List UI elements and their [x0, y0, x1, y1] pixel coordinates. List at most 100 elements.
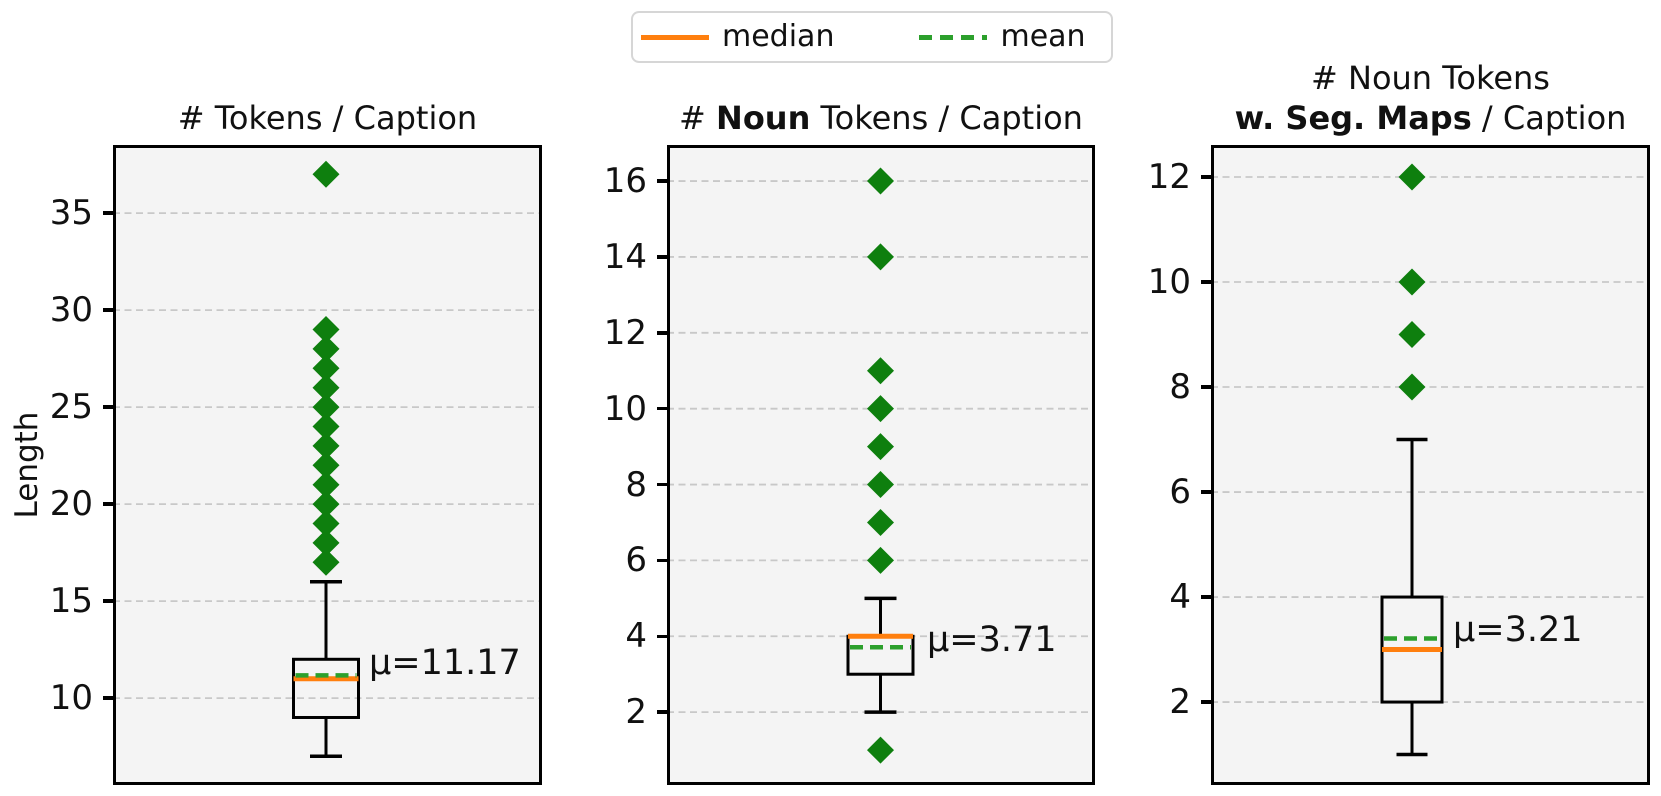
outlier-diamond — [312, 432, 340, 460]
panel-title-line: # Noun Tokens / Caption — [667, 98, 1095, 138]
y-tick-mark — [657, 482, 667, 487]
outlier-diamond — [867, 357, 894, 385]
y-tick-mark — [103, 696, 113, 700]
y-tick-mark — [657, 406, 667, 411]
y-tick-mark — [103, 308, 113, 312]
y-tick-label: 10 — [603, 388, 647, 429]
legend-label-median: median — [722, 19, 835, 54]
outlier-diamond — [312, 160, 340, 188]
box — [846, 634, 915, 676]
y-tick-mark — [657, 710, 667, 714]
outlier-diamond — [312, 509, 340, 537]
outlier-diamond — [867, 471, 894, 499]
panel-title-line: # Tokens / Caption — [113, 98, 542, 138]
y-tick-label: 10 — [49, 678, 93, 719]
median-line-icon — [641, 34, 709, 40]
outlier-diamond — [312, 529, 340, 557]
outlier-diamond — [312, 374, 340, 402]
y-tick-mark — [657, 255, 667, 259]
y-tick-mark — [1201, 385, 1211, 389]
mean-annotation-2: μ=3.71 — [927, 620, 1057, 661]
y-tick-label: 25 — [49, 387, 93, 428]
legend-item-mean: mean — [919, 19, 1086, 54]
plot-area-2 — [667, 145, 1095, 785]
axes-spines — [113, 145, 542, 785]
plot-area-1 — [113, 145, 542, 785]
y-tick-label: 20 — [49, 484, 93, 525]
panel-title-2: # Noun Tokens / Caption — [667, 98, 1095, 138]
box — [292, 657, 360, 719]
y-tick-mark — [1201, 700, 1211, 704]
title-segment: / Caption — [1471, 99, 1627, 137]
axes-spines — [1211, 145, 1650, 785]
legend-label-mean: mean — [1000, 19, 1086, 54]
title-segment: # Noun Tokens — [1311, 59, 1550, 97]
outlier-diamond — [867, 243, 894, 271]
mean-line-icon — [919, 34, 988, 40]
y-tick-label: 30 — [49, 290, 93, 331]
title-segment-bold: Noun — [716, 99, 811, 137]
y-tick-label: 4 — [1169, 577, 1191, 618]
outlier-diamond — [867, 508, 894, 536]
y-tick-mark — [103, 502, 113, 506]
outlier-diamond — [867, 546, 894, 574]
y-tick-label: 16 — [603, 161, 647, 202]
mean-annotation-3: μ=3.21 — [1453, 610, 1583, 651]
y-tick-label: 12 — [603, 312, 647, 353]
y-tick-mark — [1201, 595, 1211, 599]
legend-item-median: median — [641, 20, 834, 54]
mean-annotation-1: μ=11.17 — [369, 643, 521, 684]
y-tick-label: 2 — [1169, 682, 1191, 723]
y-tick-mark — [103, 405, 113, 409]
y-tick-mark — [1201, 490, 1211, 494]
y-tick-label: 8 — [625, 464, 647, 505]
y-tick-label: 14 — [603, 236, 647, 277]
panel-title-1: # Tokens / Caption — [113, 98, 542, 138]
outlier-diamond — [1398, 321, 1426, 349]
y-tick-label: 4 — [625, 616, 647, 657]
y-tick-label: 6 — [625, 540, 647, 581]
y-tick-label: 6 — [1169, 472, 1191, 513]
outlier-diamond — [312, 335, 340, 363]
y-tick-label: 12 — [1147, 157, 1191, 198]
y-tick-mark — [657, 179, 667, 183]
outlier-diamond — [312, 490, 340, 518]
y-tick-mark — [1201, 175, 1211, 179]
outlier-diamond — [312, 393, 340, 421]
title-segment: # — [679, 99, 717, 137]
outlier-diamond — [312, 315, 340, 343]
axes-spines — [667, 145, 1095, 785]
outlier-diamond — [1398, 268, 1426, 296]
title-segment-bold: w. Seg. Maps — [1234, 99, 1472, 137]
outlier-diamond — [312, 548, 340, 576]
y-tick-mark — [657, 331, 667, 335]
outlier-diamond — [867, 433, 894, 461]
outlier-diamond — [1398, 163, 1426, 191]
outlier-diamond — [1398, 373, 1426, 401]
plot-area-3 — [1211, 145, 1650, 785]
y-tick-mark — [657, 558, 667, 563]
outlier-diamond — [867, 167, 894, 195]
outlier-diamond — [312, 412, 340, 440]
panel-title-line: # Noun Tokens — [1211, 58, 1650, 98]
y-tick-mark — [657, 634, 667, 639]
panel-title-line: w. Seg. Maps / Caption — [1211, 98, 1650, 138]
y-tick-label: 15 — [49, 581, 93, 622]
panel-title-3: # Noun Tokens w. Seg. Maps / Caption — [1211, 58, 1650, 138]
y-tick-label: 2 — [625, 692, 647, 733]
outlier-diamond — [867, 736, 894, 764]
y-tick-label: 35 — [49, 193, 93, 234]
y-tick-label: 8 — [1169, 367, 1191, 408]
y-tick-mark — [103, 211, 113, 215]
y-tick-mark — [1201, 280, 1211, 284]
legend: median mean — [631, 11, 1113, 63]
y-tick-label: 10 — [1147, 262, 1191, 303]
title-segment: Tokens / Caption — [810, 99, 1083, 137]
title-segment: # Tokens / Caption — [177, 99, 478, 137]
outlier-diamond — [867, 395, 894, 423]
outlier-diamond — [312, 354, 340, 382]
outlier-diamond — [312, 471, 340, 499]
y-tick-mark — [103, 599, 113, 603]
outlier-diamond — [312, 451, 340, 479]
